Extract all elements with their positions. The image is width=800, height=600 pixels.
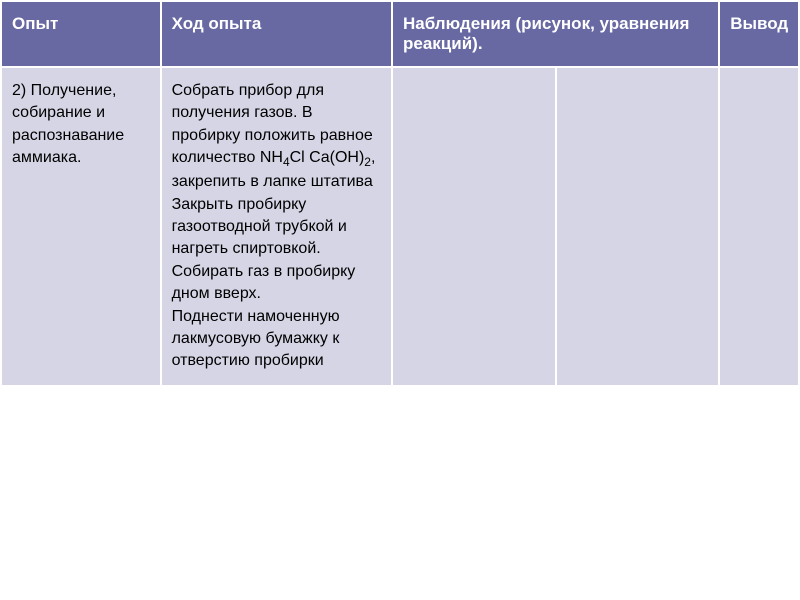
header-observations: Наблюдения (рисунок, уравнения реакций). [392, 1, 719, 67]
cell-observations-1 [392, 67, 556, 386]
cell-conclusion [719, 67, 799, 386]
header-experiment: Опыт [1, 1, 161, 67]
procedure-text-3: Поднести намоченную лакмусовую бумажку к… [172, 308, 340, 370]
procedure-mid-1: Cl Ca(OH) [290, 149, 365, 166]
cell-experiment: 2) Получение, собирание и распознавание … [1, 67, 161, 386]
cell-observations-2 [556, 67, 720, 386]
cell-procedure: Собрать прибор для получения газов. В пр… [161, 67, 392, 386]
table-row: 2) Получение, собирание и распознавание … [1, 67, 799, 386]
procedure-sub-1: 4 [283, 155, 290, 169]
header-conclusion: Вывод [719, 1, 799, 67]
procedure-text-2: , закрепить в лапке штатива Закрыть проб… [172, 149, 376, 302]
experiment-table: Опыт Ход опыта Наблюдения (рисунок, урав… [0, 0, 800, 387]
table-header-row: Опыт Ход опыта Наблюдения (рисунок, урав… [1, 1, 799, 67]
header-procedure: Ход опыта [161, 1, 392, 67]
procedure-sub-2: 2 [364, 155, 371, 169]
